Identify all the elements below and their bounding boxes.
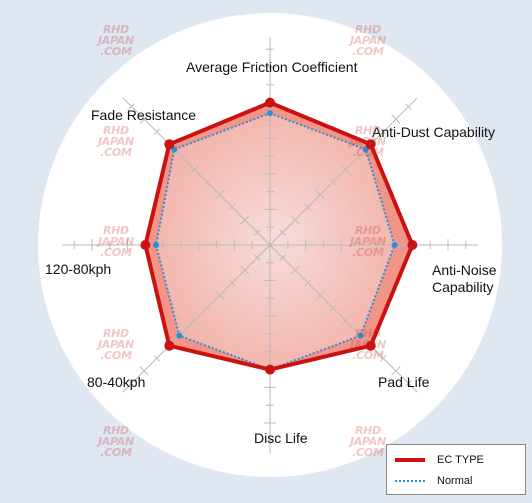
watermark-logo: RHD JAPAN .COM: [350, 327, 386, 362]
data-point-ec-type: [265, 364, 275, 375]
axis-tick: [315, 290, 325, 300]
axis-tick: [354, 153, 362, 161]
axis-tick: [178, 329, 186, 337]
axis-line: [122, 97, 271, 246]
axis-tick: [405, 103, 412, 110]
axis-tick: [240, 265, 250, 275]
axis-tick: [304, 204, 311, 211]
axis-tick: [203, 304, 211, 312]
axis-line: [122, 244, 271, 393]
axis-line: [269, 97, 418, 246]
legend-swatch-ec-type: [395, 458, 425, 462]
axis-label-80-40kph: 80-40kph: [87, 374, 146, 390]
legend-item-ec-type: EC TYPE: [395, 453, 484, 467]
watermark-logo: RHD JAPAN .COM: [350, 124, 386, 159]
axis-tick: [290, 265, 300, 275]
axis-tick: [139, 114, 149, 124]
legend-label-normal: Normal: [437, 475, 473, 487]
axis-tick: [240, 215, 250, 225]
axis-tick: [279, 254, 286, 261]
axis-tick: [128, 103, 135, 110]
axis-label-120-80kph: 120-80kph: [45, 261, 112, 277]
axis-tick: [229, 279, 236, 286]
axis-tick: [315, 190, 325, 200]
axis-tick: [405, 380, 412, 387]
chart-legend: EC TYPE Normal: [386, 444, 526, 495]
axis-tick: [189, 164, 200, 175]
data-point-normal: [391, 242, 398, 248]
axis-tick: [215, 190, 225, 200]
axis-tick: [340, 164, 351, 175]
axis-tick: [153, 128, 160, 135]
axis-label-average-friction: Average Friction Coefficient: [186, 59, 358, 75]
axis-label-anti-noise: Anti-Noise Capability: [432, 262, 497, 295]
legend-label-ec-type: EC TYPE: [437, 454, 484, 466]
axis-tick: [178, 153, 186, 161]
axis-tick: [391, 114, 401, 124]
axis-label-pad-life: Pad Life: [378, 374, 430, 390]
data-point-ec-type: [265, 97, 275, 108]
axis-line: [269, 244, 418, 393]
axis-label-disc-life: Disc Life: [254, 430, 308, 446]
axis-tick: [329, 178, 337, 186]
data-point-normal: [153, 242, 160, 248]
axis-tick: [189, 315, 200, 326]
watermark-logo: RHD JAPAN .COM: [98, 124, 134, 159]
axis-label-fade-resistance: Fade Resistance: [91, 107, 197, 123]
axis-tick: [203, 178, 211, 186]
legend-swatch-normal: [395, 480, 425, 482]
data-point-ec-type: [164, 139, 175, 150]
watermark-logo: RHD JAPAN .COM: [98, 424, 134, 459]
data-point-normal: [357, 332, 364, 339]
axis-tick: [329, 304, 337, 312]
axis-tick: [229, 204, 236, 211]
data-point-ec-type: [365, 139, 376, 150]
axis-label-anti-dust: Anti-Dust Capability: [372, 124, 495, 140]
data-point-normal: [176, 332, 183, 339]
watermark-logo: RHD JAPAN .COM: [350, 224, 386, 259]
data-point-ec-type: [140, 240, 151, 250]
data-point-ec-type: [407, 240, 418, 250]
legend-item-normal: Normal: [395, 474, 472, 488]
data-point-ec-type: [365, 340, 376, 351]
axis-tick: [391, 366, 401, 376]
axis-tick: [380, 128, 387, 135]
axis-tick: [380, 355, 387, 362]
watermark-logo: RHD JAPAN .COM: [350, 424, 386, 459]
axis-tick: [153, 355, 160, 362]
axis-tick: [340, 315, 351, 326]
watermark-logo: RHD JAPAN .COM: [98, 327, 134, 362]
watermark-logo: RHD JAPAN .COM: [98, 23, 134, 58]
axis-tick: [279, 229, 286, 236]
axis-tick: [254, 229, 261, 236]
watermark-logo: RHD JAPAN .COM: [350, 23, 386, 58]
axis-tick: [128, 380, 135, 387]
data-point-normal: [267, 110, 273, 117]
watermark-logo: RHD JAPAN .COM: [98, 224, 134, 259]
axis-tick: [304, 279, 311, 286]
data-point-ec-type: [164, 340, 175, 351]
axis-tick: [254, 254, 261, 261]
axis-tick: [139, 366, 149, 376]
axis-tick: [354, 329, 362, 337]
axis-tick: [215, 290, 225, 300]
axis-tick: [290, 215, 300, 225]
